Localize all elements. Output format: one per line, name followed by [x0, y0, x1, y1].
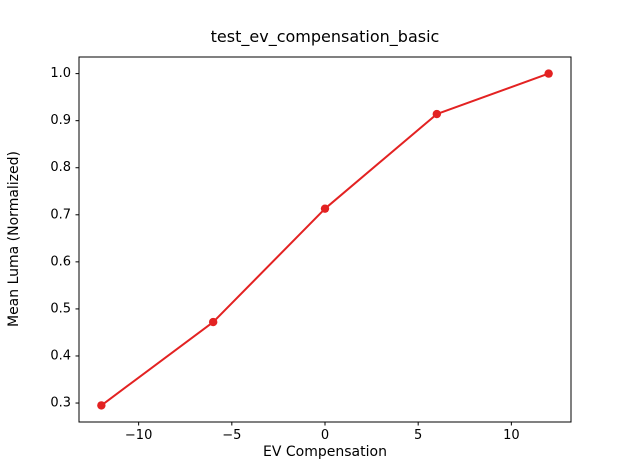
y-tick-label: 0.8 [50, 160, 71, 175]
x-tick-label: 0 [321, 428, 329, 443]
x-tick-label: −10 [125, 428, 152, 443]
x-tick-label: 5 [414, 428, 422, 443]
x-axis-label: EV Compensation [263, 444, 387, 460]
data-point [97, 401, 106, 410]
y-tick-label: 0.9 [50, 113, 71, 128]
y-tick-label: 0.4 [50, 348, 71, 363]
data-point [208, 317, 218, 327]
y-axis-label: Mean Luma (Normalized) [6, 150, 22, 328]
y-tick-label: 0.3 [50, 396, 71, 411]
data-point [432, 109, 442, 119]
y-tick-label: 0.5 [50, 301, 71, 316]
data-line [100, 72, 550, 407]
y-tick-label: 0.7 [50, 207, 71, 222]
chart-title: test_ev_compensation_basic [210, 27, 440, 46]
data-point [544, 69, 553, 78]
data-point [320, 204, 330, 213]
y-tick-label: 0.6 [50, 254, 71, 269]
x-tick-label: −5 [222, 428, 241, 443]
y-tick-label: 1.0 [50, 66, 71, 81]
x-tick-label: 10 [503, 428, 520, 443]
